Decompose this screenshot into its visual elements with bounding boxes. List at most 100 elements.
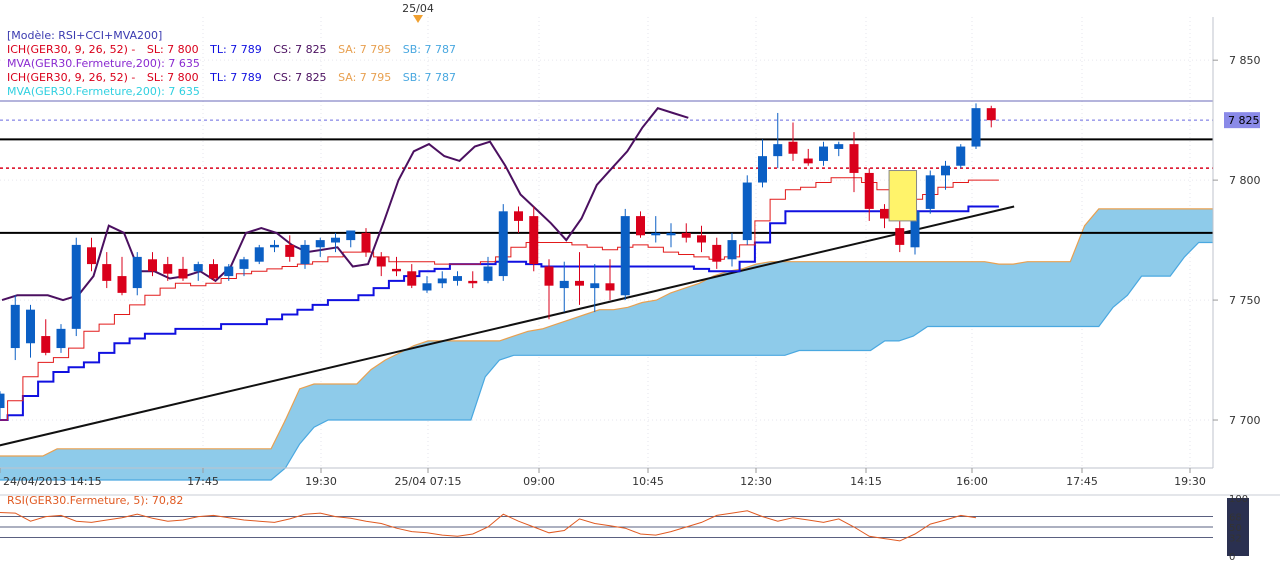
rsi-axis-box (1227, 498, 1249, 556)
date-marker-label: 25/04 (402, 2, 434, 15)
bearish-candle (209, 264, 218, 279)
x-tick-label: 10:45 (632, 475, 664, 488)
ich-cs: CS: 7 825 (273, 43, 327, 56)
x-tick-label: 24/04/2013 14:15 (3, 475, 102, 488)
ich-sa: SA: 7 795 (338, 43, 392, 56)
ich-label: ICH(GER30, 9, 26, 52) - (7, 71, 136, 84)
bearish-candle (895, 228, 905, 245)
rsi-tick-label: 0 (1229, 552, 1235, 562)
senkou-span-b (0, 241, 1213, 481)
bullish-candle (620, 216, 630, 296)
bullish-candle (71, 244, 81, 329)
x-tick-label: 09:00 (523, 475, 555, 488)
bullish-candle (437, 278, 447, 284)
bullish-candle (925, 175, 935, 209)
bearish-candle (514, 211, 523, 221)
ichimoku-cloud (0, 208, 1213, 481)
ich-tl: TL: 7 789 (210, 71, 262, 84)
x-tick-label: 19:30 (305, 475, 337, 488)
bullish-candle (727, 240, 737, 260)
y-tick-label: 7 700 (1229, 414, 1261, 427)
bullish-candle (422, 283, 432, 291)
bearish-candle (102, 264, 112, 281)
bearish-candle (392, 268, 401, 272)
legend: [Modèle: RSI+CCI+MVA200] ICH(GER30, 9, 2… (7, 29, 456, 99)
bearish-candle (178, 268, 188, 279)
bearish-candle (864, 172, 874, 209)
bearish-candle (880, 208, 889, 219)
bearish-candle (87, 247, 96, 265)
ich-sa: SA: 7 795 (338, 71, 392, 84)
bullish-candle (26, 309, 35, 344)
last-price-tag (1224, 112, 1260, 129)
bullish-candle (0, 393, 5, 409)
bearish-candle (148, 259, 157, 272)
ich-label: ICH(GER30, 9, 26, 52) - (7, 43, 136, 56)
rsi-tick-label: 50 (1229, 523, 1242, 534)
x-tick-label: 25/04 07:15 (395, 475, 462, 488)
last-price-label: 7 825 (1228, 114, 1260, 127)
x-tick-label: 14:15 (850, 475, 882, 488)
bullish-candle (239, 259, 249, 269)
bullish-candle (193, 264, 203, 272)
bearish-candle (361, 232, 371, 253)
ich-sl: SL: 7 800 (146, 71, 199, 84)
senkou-span-a (0, 208, 1213, 457)
bullish-candle (941, 165, 950, 176)
bullish-candle (346, 230, 356, 241)
bearish-candle (163, 264, 173, 274)
y-tick-label: 7 800 (1229, 174, 1261, 187)
bearish-candle (529, 216, 539, 265)
bullish-candle (483, 266, 493, 281)
ich-sl: SL: 7 800 (146, 43, 199, 56)
bullish-candle (56, 328, 66, 349)
rsi-line (0, 510, 977, 542)
bullish-candle (270, 244, 279, 248)
bearish-candle (575, 280, 584, 286)
bullish-candle (834, 144, 844, 149)
bearish-candle (407, 271, 417, 286)
bearish-candle (41, 336, 51, 353)
bullish-candle (331, 237, 340, 243)
bearish-candle (681, 232, 691, 238)
bullish-candle (132, 256, 142, 289)
x-tick-label: 17:45 (187, 475, 219, 488)
bearish-candle (636, 216, 645, 236)
bullish-candle (819, 146, 828, 161)
legend-mva-1: MVA(GER30.Fermeture,200): 7 635 (7, 57, 200, 70)
bearish-candle (803, 158, 813, 164)
bullish-candle (742, 182, 752, 241)
bullish-candle (651, 232, 661, 236)
kijun-sen-line (0, 205, 999, 421)
cloud-area (0, 208, 1213, 480)
candlesticks (0, 103, 996, 421)
bullish-candle (10, 304, 20, 349)
bearish-candle (849, 144, 859, 173)
ich-tl: TL: 7 789 (210, 43, 262, 56)
legend-model: [Modèle: RSI+CCI+MVA200] (7, 29, 163, 42)
bullish-candle (956, 146, 966, 166)
highlight-box (888, 170, 918, 222)
bullish-candle (498, 211, 508, 277)
bullish-candle (971, 108, 981, 147)
tenkan-sen-line (0, 177, 999, 421)
bearish-candle (605, 283, 615, 291)
bearish-candle (788, 141, 798, 154)
trend-line (0, 205, 1015, 447)
date-marker-icon (413, 15, 423, 23)
bullish-candle (559, 280, 569, 289)
bullish-candle (254, 247, 264, 262)
bullish-candle (300, 244, 310, 265)
bearish-candle (285, 244, 295, 257)
horizontal-levels (0, 100, 1213, 447)
bullish-candle (224, 266, 234, 277)
annotations: 25/04 (402, 2, 918, 222)
x-tick-label: 17:45 (1066, 475, 1098, 488)
bearish-candle (468, 280, 478, 284)
legend-ichimoku-1: ICH(GER30, 9, 26, 52) - SL: 7 800 TL: 7 … (7, 43, 456, 57)
bearish-candle (544, 266, 554, 286)
ich-sb: SB: 7 787 (402, 71, 457, 84)
x-tick-label: 19:30 (1174, 475, 1206, 488)
